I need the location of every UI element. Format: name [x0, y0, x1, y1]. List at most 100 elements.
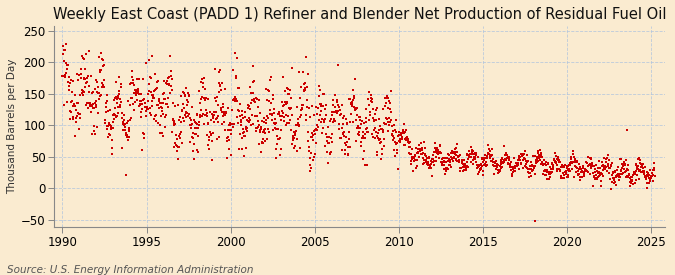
- Point: [505, 160, 516, 164]
- Point: [523, 175, 534, 180]
- Point: [68, 104, 78, 109]
- Point: [502, 152, 513, 157]
- Point: [243, 104, 254, 109]
- Point: [207, 157, 217, 162]
- Point: [288, 130, 299, 134]
- Point: [443, 163, 454, 167]
- Point: [388, 138, 399, 142]
- Point: [562, 166, 572, 170]
- Point: [608, 171, 618, 175]
- Point: [304, 169, 315, 174]
- Point: [226, 128, 237, 132]
- Point: [541, 173, 551, 177]
- Point: [77, 89, 88, 94]
- Point: [176, 130, 187, 134]
- Point: [608, 176, 619, 180]
- Point: [472, 155, 483, 159]
- Point: [290, 129, 301, 133]
- Point: [527, 169, 538, 173]
- Point: [544, 172, 555, 176]
- Point: [64, 75, 75, 79]
- Point: [392, 141, 402, 145]
- Point: [522, 159, 533, 163]
- Point: [232, 121, 243, 125]
- Point: [628, 173, 639, 177]
- Point: [274, 137, 285, 141]
- Point: [617, 161, 628, 166]
- Point: [590, 167, 601, 172]
- Point: [235, 102, 246, 106]
- Point: [406, 152, 417, 157]
- Point: [93, 90, 104, 95]
- Point: [109, 106, 120, 111]
- Point: [603, 158, 614, 162]
- Point: [97, 63, 108, 68]
- Point: [425, 166, 436, 170]
- Point: [256, 127, 267, 131]
- Point: [559, 176, 570, 180]
- Point: [144, 75, 155, 79]
- Point: [384, 100, 395, 105]
- Point: [622, 128, 632, 132]
- Point: [467, 152, 478, 156]
- Point: [643, 172, 654, 176]
- Point: [338, 134, 349, 139]
- Point: [269, 122, 280, 127]
- Point: [472, 163, 483, 167]
- Point: [626, 177, 637, 182]
- Point: [589, 174, 600, 178]
- Point: [188, 148, 198, 153]
- Point: [331, 109, 342, 114]
- Point: [439, 159, 450, 163]
- Point: [254, 142, 265, 147]
- Point: [462, 157, 473, 161]
- Point: [197, 95, 208, 99]
- Point: [305, 163, 316, 167]
- Point: [120, 124, 131, 129]
- Point: [149, 88, 160, 93]
- Point: [454, 154, 464, 158]
- Point: [211, 116, 222, 120]
- Point: [491, 162, 502, 167]
- Point: [563, 164, 574, 168]
- Point: [81, 103, 92, 107]
- Point: [99, 121, 110, 125]
- Point: [326, 113, 337, 117]
- Point: [402, 136, 412, 141]
- Point: [217, 122, 227, 127]
- Point: [70, 103, 80, 108]
- Point: [573, 172, 584, 177]
- Point: [645, 174, 656, 178]
- Point: [232, 98, 242, 103]
- Point: [246, 112, 257, 117]
- Point: [147, 104, 158, 108]
- Point: [381, 94, 392, 98]
- Point: [91, 90, 102, 95]
- Point: [385, 110, 396, 114]
- Point: [593, 159, 604, 163]
- Point: [198, 85, 209, 89]
- Point: [157, 111, 168, 116]
- Point: [275, 118, 286, 122]
- Point: [360, 135, 371, 140]
- Point: [499, 144, 510, 148]
- Point: [80, 85, 91, 89]
- Point: [634, 156, 645, 160]
- Point: [284, 106, 294, 110]
- Point: [204, 134, 215, 139]
- Point: [155, 101, 166, 105]
- Point: [477, 157, 488, 161]
- Point: [215, 108, 226, 112]
- Point: [441, 159, 452, 164]
- Point: [554, 158, 564, 163]
- Point: [493, 171, 504, 176]
- Point: [57, 43, 68, 48]
- Point: [95, 68, 105, 72]
- Point: [242, 126, 252, 130]
- Point: [562, 175, 573, 179]
- Point: [330, 93, 341, 98]
- Point: [201, 111, 212, 116]
- Point: [346, 102, 356, 107]
- Point: [545, 175, 556, 179]
- Point: [392, 148, 402, 152]
